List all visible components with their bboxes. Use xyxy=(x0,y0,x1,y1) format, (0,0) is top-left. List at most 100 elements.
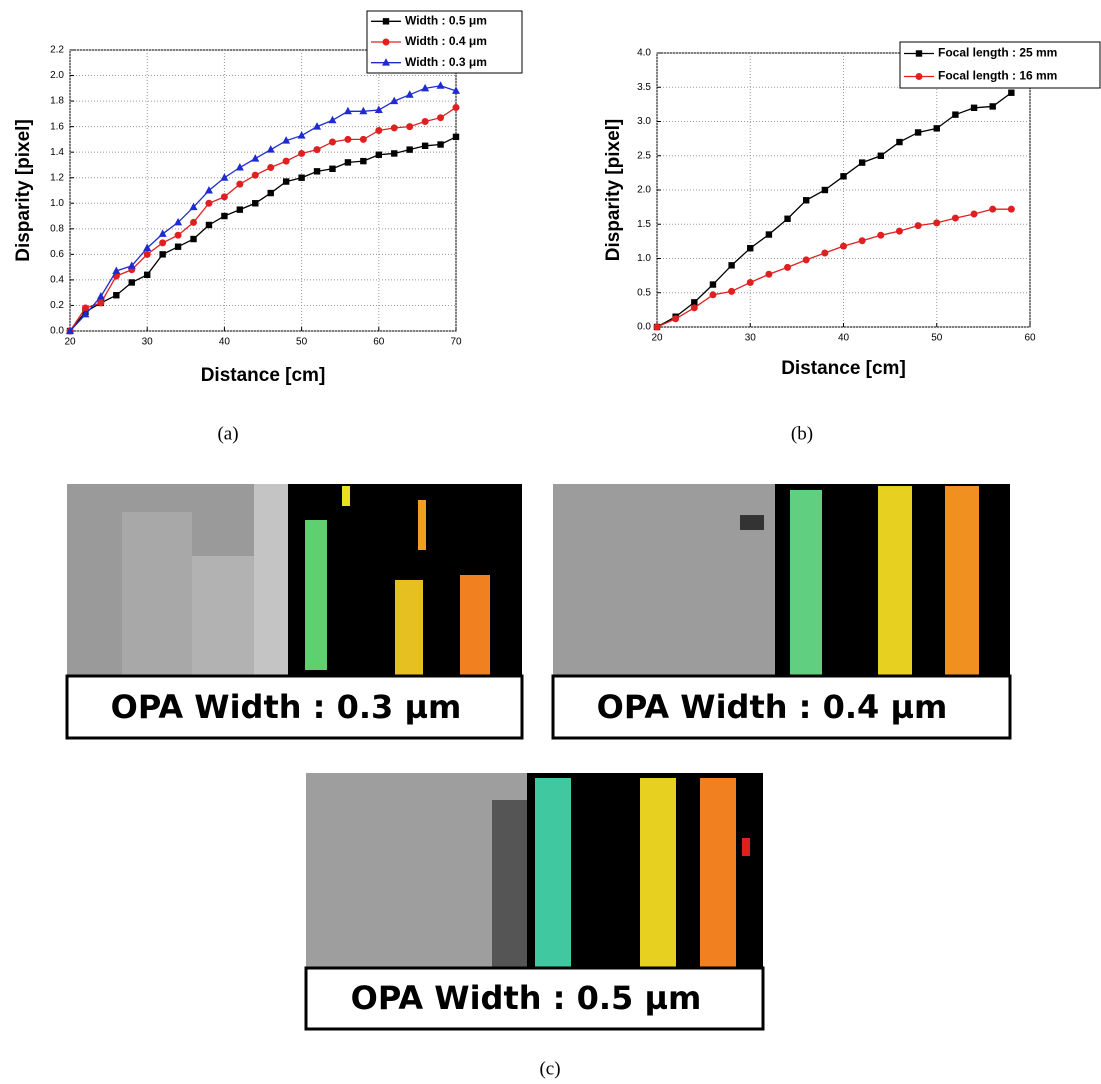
marker xyxy=(952,111,959,118)
image-panel: OPA Width : 0.4 µm xyxy=(551,484,1012,740)
marker xyxy=(189,202,198,211)
marker xyxy=(784,215,791,222)
marker xyxy=(360,157,367,165)
plot-area xyxy=(69,49,457,332)
marker xyxy=(97,299,105,307)
marker xyxy=(1007,205,1015,213)
marker xyxy=(328,138,336,146)
y-tick-label: 1.0 xyxy=(50,198,64,209)
marker xyxy=(382,38,390,46)
marker xyxy=(329,165,336,172)
y-tick-label: 0.0 xyxy=(50,326,64,337)
x-tick-label: 20 xyxy=(651,333,663,344)
y-tick-label: 2.2 xyxy=(50,45,64,56)
marker xyxy=(343,106,352,115)
marker xyxy=(653,323,661,331)
marker xyxy=(328,115,337,124)
marker xyxy=(313,122,322,130)
marker xyxy=(81,304,89,312)
panel-caption: OPA Width : 0.5 µm xyxy=(351,979,702,1017)
marker xyxy=(205,221,213,229)
legend-label: Focal length : 16 mm xyxy=(938,69,1057,83)
marker xyxy=(765,231,773,238)
marker xyxy=(221,212,228,220)
marker xyxy=(452,133,460,141)
x-tick-label: 30 xyxy=(745,333,757,344)
marker xyxy=(452,103,460,111)
marker xyxy=(690,304,698,312)
marker xyxy=(691,299,698,306)
legend-box xyxy=(899,41,1101,89)
marker xyxy=(877,152,884,159)
x-tick-label: 60 xyxy=(1024,333,1036,344)
marker xyxy=(709,291,717,299)
y-tick-label: 0.4 xyxy=(50,275,64,286)
panel-label: (b) xyxy=(791,423,813,444)
x-axis-label: Distance [cm] xyxy=(781,358,906,379)
marker xyxy=(406,146,413,153)
marker xyxy=(252,200,259,207)
marker xyxy=(989,103,996,110)
marker xyxy=(989,205,997,213)
marker xyxy=(915,50,923,57)
marker xyxy=(159,239,167,247)
marker xyxy=(143,250,151,258)
marker xyxy=(190,235,197,243)
x-tick-label: 60 xyxy=(373,337,385,348)
y-tick-label: 0.8 xyxy=(50,223,64,234)
panel-caption: OPA Width : 0.3 µm xyxy=(111,688,462,726)
marker xyxy=(359,135,367,143)
y-tick-label: 1.2 xyxy=(50,172,64,183)
marker xyxy=(375,151,382,158)
marker xyxy=(267,164,275,172)
marker xyxy=(113,292,120,299)
marker xyxy=(803,197,810,204)
marker xyxy=(821,186,829,194)
marker xyxy=(728,287,736,295)
legend-label: Width : 0.3 μm xyxy=(405,55,487,69)
y-tick-label: 1.4 xyxy=(50,147,64,158)
marker xyxy=(405,90,414,98)
marker xyxy=(235,163,244,171)
y-tick-label: 1.6 xyxy=(50,121,64,132)
marker xyxy=(266,145,275,153)
marker xyxy=(421,83,430,92)
marker xyxy=(236,180,244,188)
marker xyxy=(382,58,390,66)
marker xyxy=(746,278,754,286)
marker xyxy=(951,214,959,222)
y-tick-label: 2.5 xyxy=(637,150,651,161)
marker xyxy=(127,261,136,269)
marker xyxy=(436,81,445,89)
marker xyxy=(298,149,306,157)
y-tick-label: 2.0 xyxy=(50,70,64,81)
marker xyxy=(970,210,978,218)
marker xyxy=(297,131,306,139)
marker xyxy=(251,171,259,179)
marker xyxy=(840,242,847,250)
y-tick-label: 0.2 xyxy=(50,300,64,311)
marker xyxy=(282,157,290,165)
marker xyxy=(877,231,885,239)
marker xyxy=(344,159,352,166)
marker xyxy=(359,106,368,115)
marker xyxy=(728,262,735,269)
y-tick-label: 3.0 xyxy=(637,116,651,127)
marker xyxy=(96,292,105,300)
marker xyxy=(1008,89,1015,96)
marker xyxy=(144,271,151,278)
marker xyxy=(236,206,244,213)
marker xyxy=(391,150,398,157)
marker xyxy=(66,326,74,334)
marker xyxy=(313,146,321,154)
marker xyxy=(933,125,940,132)
legend-label: Width : 0.5 μm xyxy=(405,14,487,28)
marker xyxy=(784,263,792,271)
marker xyxy=(895,227,903,235)
marker xyxy=(914,129,922,136)
marker xyxy=(220,173,229,181)
panel-caption: OPA Width : 0.4 µm xyxy=(597,688,948,726)
marker xyxy=(204,186,213,194)
marker xyxy=(406,123,414,131)
